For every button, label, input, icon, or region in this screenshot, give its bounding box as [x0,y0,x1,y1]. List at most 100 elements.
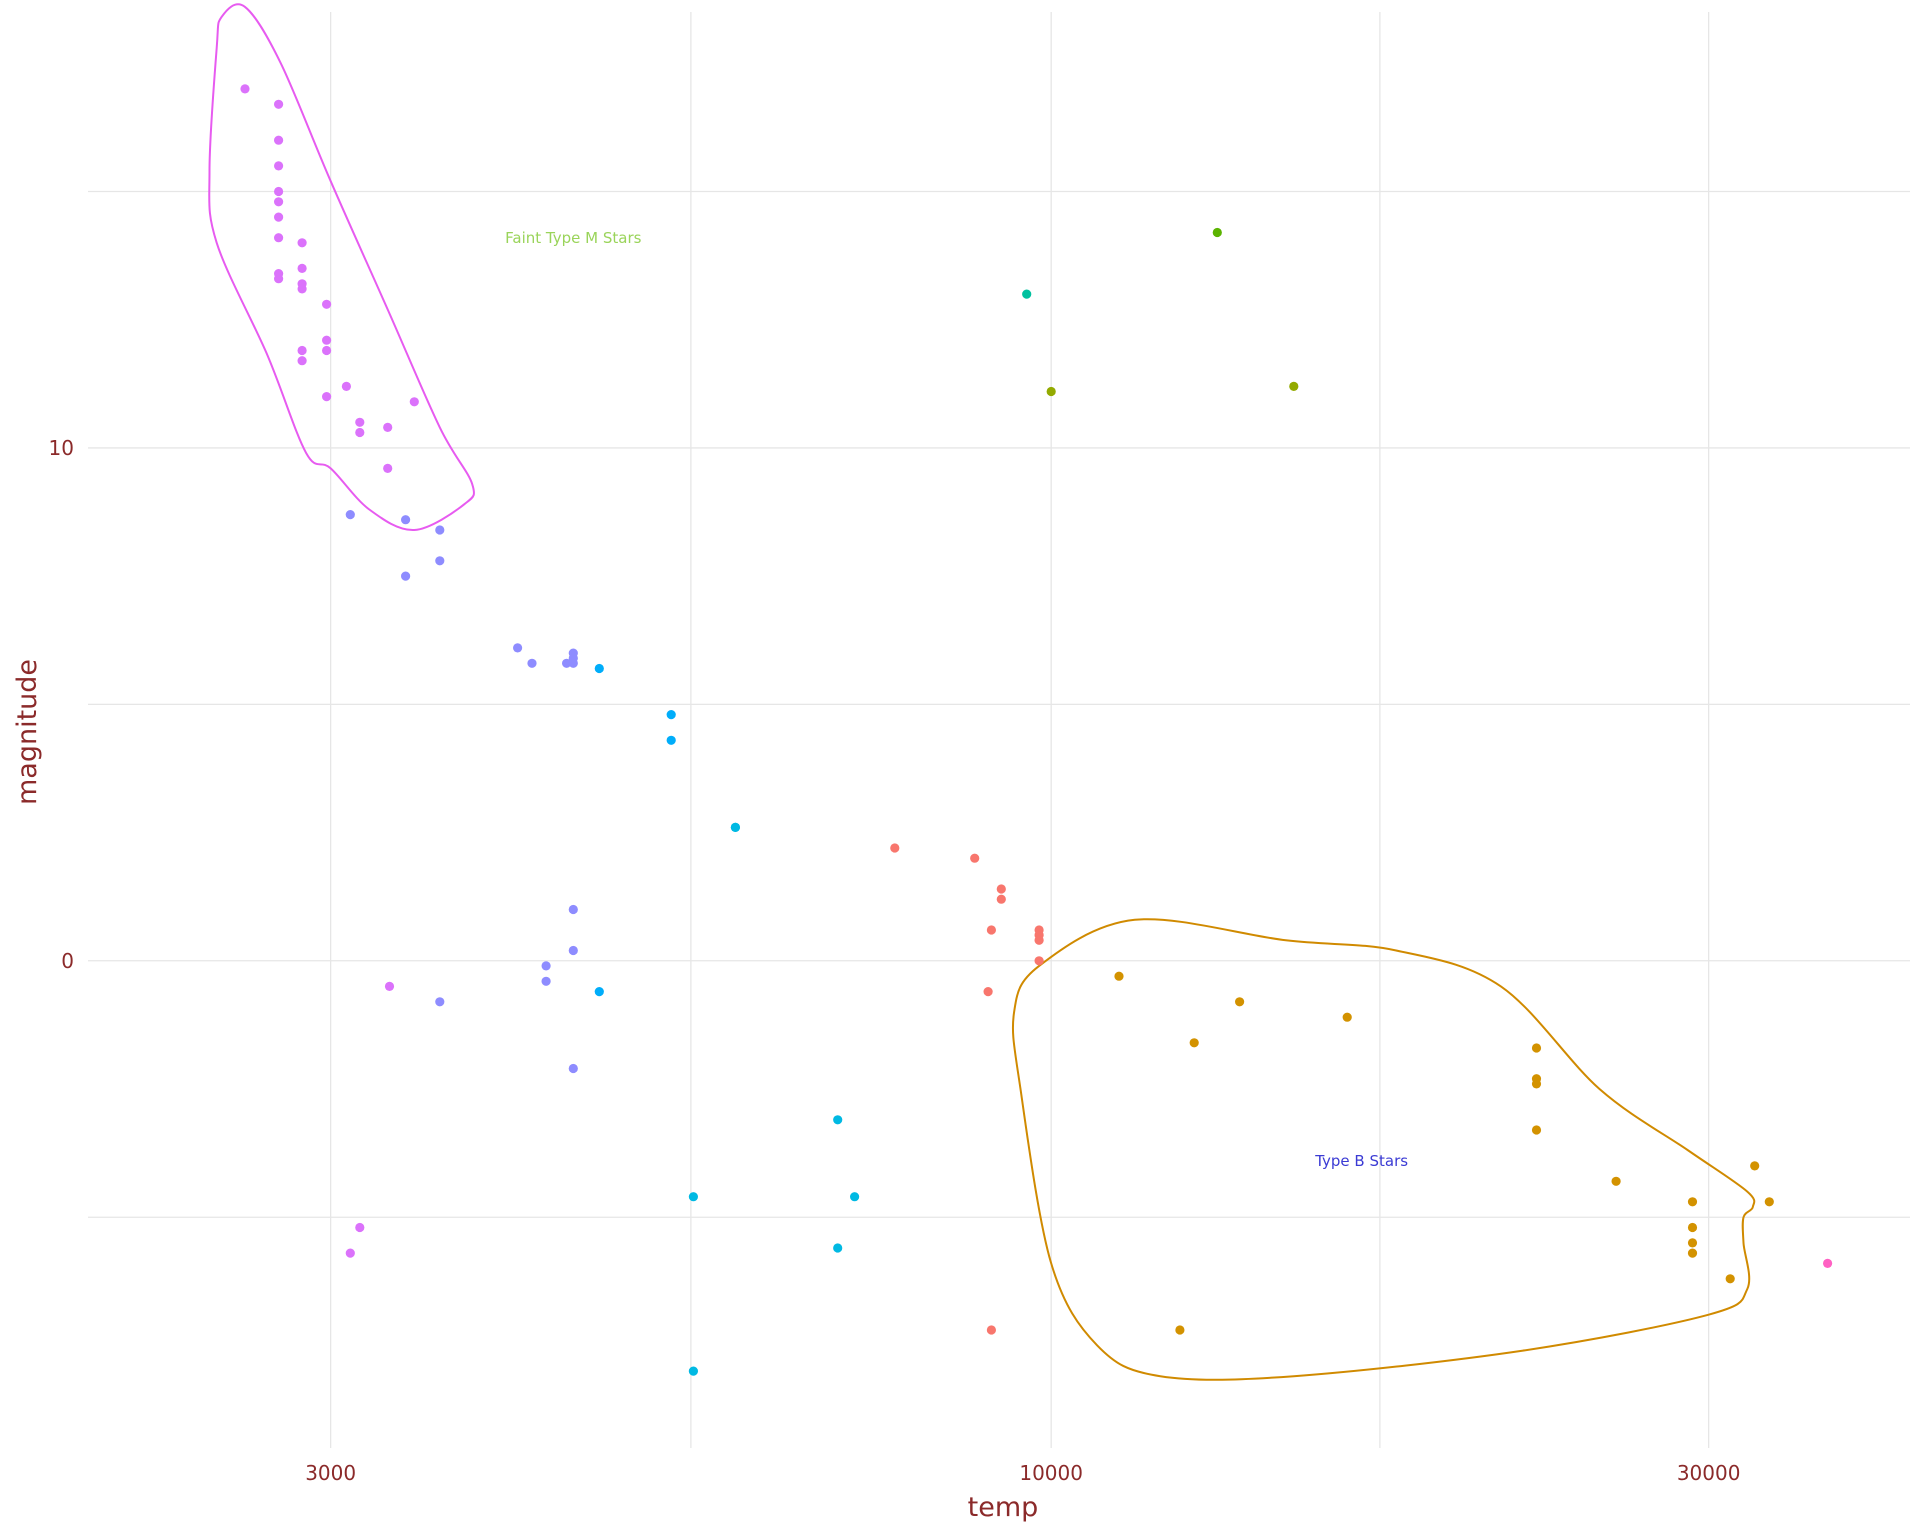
data-point [850,1192,860,1202]
cluster-outlines [208,3,1756,1381]
data-point [274,99,284,109]
data-point [1235,997,1245,1007]
data-point [383,463,393,473]
data-point [345,509,355,520]
data-point [1342,1012,1352,1022]
y-axis-title: magnitude [12,659,43,805]
x-tick-label: 3000 [305,1461,356,1485]
y-tick-label: 0 [61,949,74,973]
data-point [1189,1038,1199,1048]
data-point [666,735,676,745]
tick-labels: 3000 10000 30000 10 0 [49,436,1741,1485]
data-point [274,212,284,222]
data-point [355,417,365,427]
data-point [1175,1325,1185,1335]
data-point [730,822,741,833]
data-point [322,392,332,402]
data-point [833,1243,843,1253]
data-point [274,186,284,197]
data-point [983,987,993,997]
data-point [970,853,980,863]
data-point [1531,1125,1542,1135]
cluster-outline [1011,918,1756,1381]
data-point [666,710,676,720]
data-point [297,263,307,273]
data-point [401,515,411,525]
data-point [297,356,307,366]
data-point [401,571,411,581]
data-point [322,345,332,356]
data-point [240,84,250,94]
grid-lines [88,12,1910,1448]
data-point [833,1115,843,1125]
data-point [274,135,284,145]
data-point [562,658,572,668]
data-point [1687,1248,1698,1258]
data-point [1687,1222,1698,1233]
data-point [568,648,578,658]
data-point [297,345,307,356]
data-point [568,904,578,915]
data-point [1034,935,1044,945]
data-point [345,1248,355,1258]
data-point [1022,289,1032,299]
data-point [513,643,523,653]
cluster-outline [208,3,475,532]
data-point [688,1192,699,1202]
data-point [1687,1197,1698,1207]
data-point [890,843,900,853]
data-point [986,925,997,935]
x-tick-label: 30000 [1677,1461,1741,1485]
data-point [1725,1274,1735,1284]
data-points [240,84,1833,1376]
data-point [996,894,1006,904]
data-point [1823,1258,1833,1268]
data-point [341,381,351,391]
data-point [1212,227,1222,238]
data-point [568,658,578,668]
data-point [355,427,365,438]
data-point [435,525,445,535]
data-point [568,1063,578,1074]
data-point [435,997,445,1007]
data-point [1611,1176,1621,1186]
data-point [274,233,284,243]
data-point [297,284,307,294]
data-point [274,161,284,171]
data-point [409,397,419,407]
data-point [297,238,307,248]
data-point [541,961,551,971]
data-point [1750,1161,1760,1171]
data-point [383,422,393,432]
data-point [1764,1197,1774,1207]
annotations: Faint Type M Stars Type B Stars [505,229,1408,1170]
data-point [594,987,604,997]
x-tick-label: 10000 [1019,1461,1083,1485]
data-point [594,663,604,674]
data-point [1687,1238,1698,1248]
x-axis-title: temp [968,1492,1039,1523]
data-point [274,274,284,284]
data-point [1289,381,1299,391]
data-point [1531,1043,1542,1053]
annotation-label: Faint Type M Stars [505,229,641,247]
data-point [355,1222,365,1233]
data-point [688,1366,699,1376]
annotation-label: Type B Stars [1314,1152,1408,1170]
data-point [1046,386,1056,397]
data-point [996,884,1006,894]
data-point [986,1325,997,1335]
data-point [384,981,395,992]
data-point [1034,956,1044,966]
data-point [1531,1079,1542,1089]
data-point [274,197,284,207]
y-tick-label: 10 [49,436,74,460]
data-point [568,945,578,956]
data-point [435,556,445,566]
data-point [541,976,551,986]
data-point [322,335,332,345]
data-point [1114,971,1124,981]
data-point [527,658,537,668]
data-point [322,299,332,309]
